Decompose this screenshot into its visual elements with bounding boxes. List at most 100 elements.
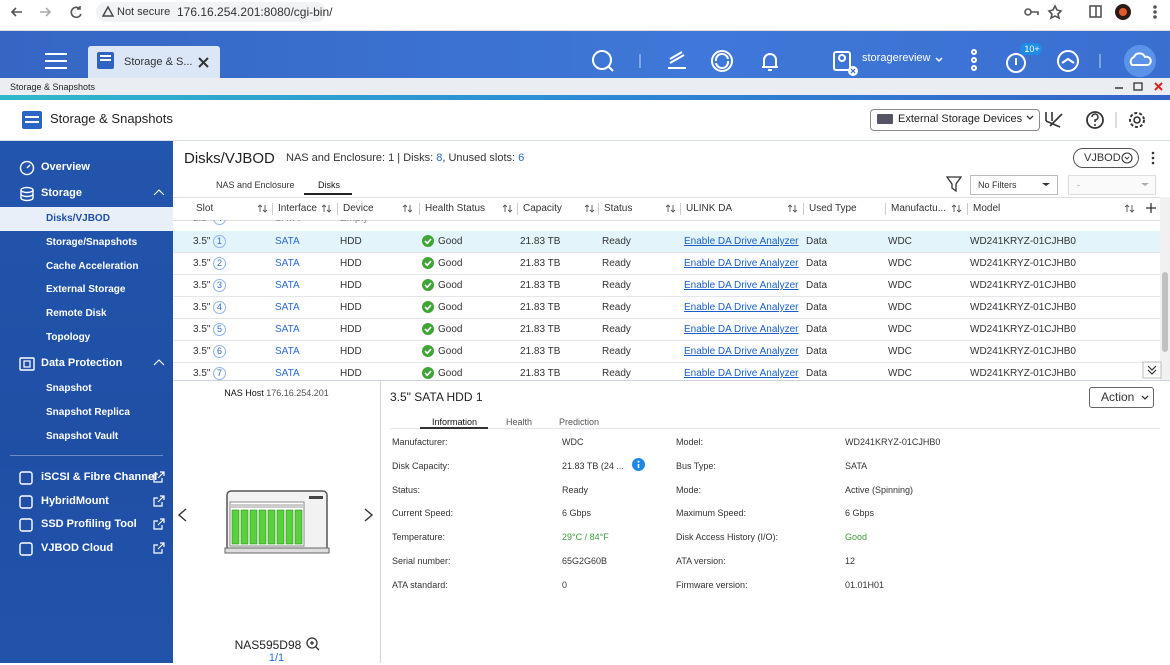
ulink[interactable]: Enable DA Drive Analyzer — [684, 368, 799, 379]
sidebar-item[interactable]: External Storage — [46, 284, 126, 296]
sidebar-item[interactable]: Snapshot — [46, 383, 92, 394]
table-row[interactable] — [173, 253, 1160, 275]
ulink[interactable]: Enable DA Drive Analyzer — [684, 302, 799, 313]
field-label: Temperature: — [392, 532, 446, 543]
tab[interactable]: NAS and Enclosure — [216, 180, 295, 190]
accent-stripe — [0, 95, 1170, 100]
notification-badge: 10+ — [1024, 44, 1040, 54]
expand-button[interactable] — [1142, 361, 1163, 380]
sidebar-item[interactable]: Remote Disk — [46, 308, 107, 320]
filter-2-label[interactable]: - — [1077, 180, 1080, 190]
field-value: WD241KRYZ-01CJHB0 — [845, 437, 941, 447]
health-icon — [422, 235, 434, 247]
vjbod-button[interactable] — [1073, 148, 1139, 168]
column-header[interactable]: Manufactu... — [891, 203, 947, 214]
info-icon[interactable] — [632, 458, 646, 472]
ulink[interactable]: Enable DA Drive Analyzer — [684, 324, 799, 335]
table-row[interactable] — [173, 319, 1160, 341]
detail-tab[interactable]: Prediction — [559, 417, 600, 427]
filter-select-2[interactable] — [1068, 175, 1156, 195]
window-bar — [0, 78, 1170, 95]
used: Data — [806, 368, 828, 379]
action-caret — [1141, 395, 1149, 400]
sidebar-group[interactable]: Storage — [41, 187, 82, 199]
filter-select[interactable] — [970, 175, 1058, 195]
table-header: Slot Interface Device Health Status Capacity… — [173, 197, 1160, 221]
sidebar-item[interactable]: Disks/VJBOD — [46, 213, 110, 224]
slot-number: 1 — [216, 236, 222, 246]
sidebar-group[interactable]: Overview — [41, 161, 90, 173]
model: WD241KRYZ-01CJHB0 — [970, 302, 1076, 313]
column-divider — [337, 203, 338, 215]
table-row[interactable] — [173, 341, 1160, 363]
username[interactable]: storagereview — [862, 52, 931, 64]
field-label: Disk Access History (I/O): — [676, 532, 779, 543]
sidebar-group[interactable]: Data Protection — [41, 357, 123, 369]
field-value: 6 Gbps — [562, 508, 592, 519]
health: Good — [438, 324, 463, 335]
tab-underline — [304, 193, 352, 195]
url[interactable]: 176.16.254.201:8080/cgi-bin/ — [177, 5, 333, 19]
summary-disks: 8 — [436, 152, 443, 164]
window-controls[interactable] — [1105, 78, 1170, 95]
ulink[interactable]: Enable DA Drive Analyzer — [684, 236, 799, 247]
status: Ready — [602, 302, 631, 313]
sidebar-link[interactable]: iSCSI & Fibre Channel — [41, 471, 158, 483]
ulink[interactable]: Enable DA Drive Analyzer — [684, 346, 799, 357]
detail-tab[interactable]: Health — [506, 417, 533, 427]
sidebar-item[interactable]: Storage/Snapshots — [46, 236, 138, 248]
sidebar-item[interactable]: Cache Acceleration — [46, 260, 139, 272]
sidebar-item[interactable]: Topology — [46, 332, 91, 343]
help-settings-icons[interactable] — [1080, 108, 1170, 132]
column-header[interactable]: ULINK DA — [686, 203, 733, 214]
column-header[interactable]: Model — [973, 203, 1001, 214]
slot: 3.5" — [193, 258, 211, 269]
column-header[interactable]: Status — [604, 203, 633, 214]
zoom-icon[interactable] — [306, 637, 320, 651]
tab-title[interactable]: Storage & S... — [124, 56, 193, 68]
column-header[interactable]: Health Status — [425, 203, 486, 214]
sidebar-link-icon — [19, 541, 33, 556]
scroll-thumb[interactable] — [1162, 272, 1168, 352]
app-header — [0, 100, 1170, 141]
external-link-icon — [153, 541, 165, 554]
column-header[interactable]: Capacity — [523, 203, 562, 214]
field-value: 29°C / 84°F — [562, 532, 609, 543]
table-row[interactable] — [173, 231, 1160, 253]
ulink[interactable]: Enable DA Drive Analyzer — [684, 258, 799, 269]
sidebar-link[interactable]: HybridMount — [41, 494, 109, 507]
ulink[interactable]: Enable DA Drive Analyzer — [684, 280, 799, 291]
window-title: Storage & Snapshots — [10, 82, 96, 92]
sidebar-link[interactable]: SSD Profiling Tool — [41, 518, 137, 530]
sort-icon — [1124, 204, 1135, 213]
sidebar-item[interactable]: Snapshot Vault — [46, 430, 119, 442]
sidebar-separator — [10, 455, 163, 456]
column-divider — [885, 203, 886, 215]
tab-active[interactable]: Disks — [318, 180, 340, 190]
model: WD241KRYZ-01CJHB0 — [970, 258, 1076, 269]
sidebar-link-icon — [19, 471, 33, 485]
column-header[interactable]: Interface — [278, 203, 317, 214]
app-title: Storage & Snapshots — [50, 111, 173, 126]
sidebar-item[interactable]: Snapshot Replica — [46, 406, 130, 418]
vjbod-label[interactable]: VJBOD — [1084, 152, 1121, 164]
external-storage-label[interactable]: External Storage Devices — [898, 113, 1023, 125]
interface: SATA — [275, 220, 300, 226]
external-storage-button[interactable] — [870, 109, 1040, 131]
slot: 3.5" — [193, 368, 211, 379]
detail-tab[interactable]: Information — [432, 417, 478, 427]
sort-icon — [787, 204, 798, 213]
slot-number-ring — [213, 301, 226, 314]
sidebar-link[interactable]: VJBOD Cloud — [41, 541, 114, 554]
column-header[interactable]: Device — [343, 203, 374, 214]
filter-label[interactable]: No Filters — [978, 180, 1017, 190]
sort-icon — [665, 204, 676, 213]
column-header[interactable]: Used Type — [809, 203, 857, 214]
action-button[interactable] — [1089, 387, 1154, 408]
status: Ready — [602, 236, 631, 247]
table-row[interactable] — [173, 275, 1160, 297]
table-row[interactable] — [173, 297, 1160, 319]
status: Ready — [602, 346, 631, 357]
action-label[interactable]: Action — [1101, 390, 1135, 404]
column-header[interactable]: Slot — [196, 203, 214, 214]
